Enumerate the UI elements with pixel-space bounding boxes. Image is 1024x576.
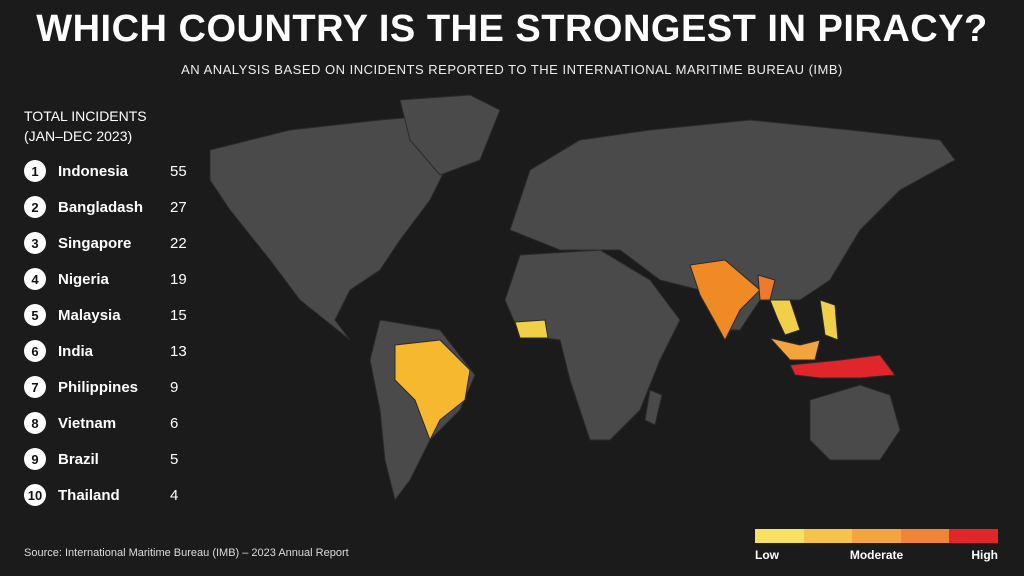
ranking-row: 3 Singapore 22 [24,230,194,256]
incident-count: 55 [170,162,187,180]
ranking-row: 5 Malaysia 15 [24,302,194,328]
country-name: Singapore [58,234,132,252]
source: Source: International Maritime Bureau (I… [24,547,349,559]
legend-swatch [900,529,950,543]
ranking-row: 6 India 13 [24,338,194,364]
subtitle: AN ANALYSIS BASED ON INCIDENTS REPORTED … [181,62,843,77]
rank-badge: 1 [24,160,46,182]
ranking-row: 1 Indonesia 55 [24,158,194,184]
incident-count: 9 [170,378,179,396]
malaysia [768,337,821,361]
ranking-row: 4 Nigeria 19 [24,266,194,292]
country-name: India [58,342,94,360]
incident-count: 22 [170,234,187,252]
highlighted-countries [394,259,896,442]
country-name: Thailand [58,486,120,504]
madagascar [644,389,663,426]
ranking-row: 9 Brazil 5 [24,446,194,472]
eurasia [509,119,956,331]
philippines [819,299,839,341]
rank-badge: 3 [24,232,46,254]
country-name: Philippines [58,378,139,396]
incident-count: 13 [170,342,187,360]
rank-badge: 9 [24,448,46,470]
country-name: Nigeria [58,270,109,288]
india [689,259,761,342]
thailand-vietnam [769,299,801,336]
greenland [399,94,501,176]
incident-count: 6 [170,414,179,432]
rank-badge: 10 [24,484,46,506]
west-africa [514,319,549,339]
incident-count: 15 [170,306,187,324]
title: WHICH COUNTRY IS THE STRONGEST IN PIRACY… [36,8,988,50]
country-name: Brazil [58,450,99,468]
brazil [394,339,471,442]
land [209,94,956,502]
ranking-panel: TOTAL INCIDENTS (JAN–DEC 2023) 1 Indonesi… [24,106,204,506]
legend: Low Moderate High [755,529,998,562]
ranking-row: 7 Philippines 9 [24,374,194,400]
ranking-row: 10 Thailand 4 [24,482,194,508]
rank-badge: 4 [24,268,46,290]
country-name: Malaysia [58,306,121,324]
rank-badge: 2 [24,196,46,218]
legend-swatch [803,529,853,543]
rank-badge: 6 [24,340,46,362]
legend-bar [755,529,998,543]
incident-count: 4 [170,486,179,504]
incident-count: 5 [170,450,179,468]
country-name: Bangladash [58,198,144,216]
rank-badge: 5 [24,304,46,326]
legend-swatch [755,529,804,543]
panel-period: (JAN–DEC 2023) [24,128,133,144]
panel-title: TOTAL INCIDENTS [24,108,147,124]
incident-count: 19 [170,270,187,288]
rank-badge: 7 [24,376,46,398]
indonesia [789,354,896,379]
australia [809,384,901,461]
legend-label: Low [755,548,779,562]
legend-swatch [852,529,901,543]
incident-count: 27 [170,198,187,216]
rank-badge: 8 [24,412,46,434]
country-name: Vietnam [58,414,117,432]
ranking-row: 8 Vietnam 6 [24,410,194,436]
legend-swatch [949,529,998,543]
ranking-row: 2 Bangladash 27 [24,194,194,220]
legend-label: High [971,548,998,562]
legend-label: Moderate [849,548,904,562]
country-name: Indonesia [58,162,129,180]
